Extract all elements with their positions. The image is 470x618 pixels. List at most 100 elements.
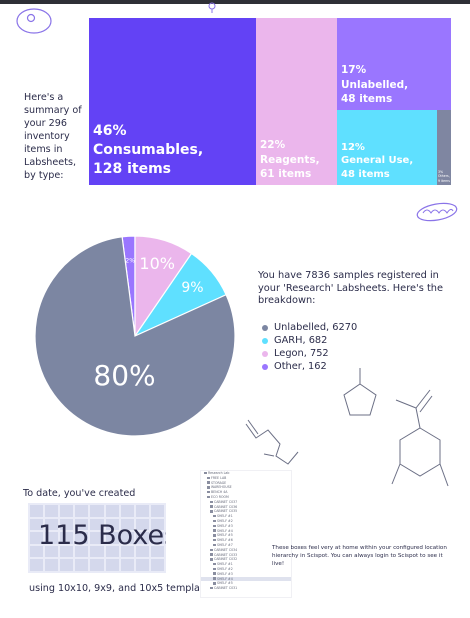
legend-swatch [262,324,268,331]
grid-cell [45,559,59,571]
tree-row-label: SHELF #3 [217,523,233,528]
grid-cell [45,532,59,544]
grid-cell [105,545,119,558]
treemap-tile-reagents: 22% Reagents, 61 items [256,18,337,185]
tree-row[interactable]: SHELF #5 [201,581,291,586]
tree-row[interactable]: SHELF #4 [201,576,291,582]
tree-row[interactable]: WAREHOUSE [201,485,291,490]
tree-row-label: CABINET C037 [214,499,238,504]
tree-row-label: FREE LAB [211,475,227,480]
tree-row-label: SHELF #7 [217,542,233,547]
folder-icon [210,500,213,504]
grid-cell [30,559,44,571]
pie-slice-unlabelled [34,236,236,437]
folder-icon [213,538,216,542]
tree-row[interactable]: BENCH 4A [201,490,291,495]
tree-row-label: SHELF #2 [217,518,233,523]
tree-row[interactable]: Research Lab [201,471,291,476]
tree-row-label: SHELF #5 [217,581,233,586]
tree-row-label: CABINET C033 [214,552,238,557]
pie-intro: You have 7836 samples registered in your… [258,270,444,307]
pie-label-legon: 10% [139,254,175,273]
grid-cell [90,545,104,558]
legend-swatch [262,350,268,357]
tile-name: General Use, [341,155,414,166]
folder-icon [213,514,216,518]
tree-row-label: SHELF #5 [217,533,233,538]
grid-cell [105,518,119,531]
treemap-tile-label: 3% Others, 9 items [438,170,450,183]
tree-row[interactable]: CABINET C033 [201,553,291,558]
tree-row[interactable]: CABINET C037 [201,500,291,505]
grid-cell [90,532,104,544]
tree-row[interactable]: STORAGE [201,481,291,486]
tree-row-label: ECO ROOM [211,494,229,499]
tree-row[interactable]: SHELF #3 [201,524,291,529]
boxes-templates: using 10x10, 9x9, and 10x5 templates [29,583,215,594]
tree-row-label: STORAGE [211,480,227,485]
tree-row[interactable]: SHELF #3 [201,572,291,577]
tree-row-label: CABINET C034 [214,547,238,552]
tree-row-label: CABINET C032 [214,557,238,562]
molecule-doodle-icon [245,368,449,487]
tree-row[interactable]: FREE LAB [201,476,291,481]
treemap-tile-unlabelled: 17% Unlabelled, 48 items [337,18,451,110]
tree-row[interactable]: CABINET C034 [201,548,291,553]
folder-icon [210,558,213,561]
folder-icon [213,562,216,566]
folder-icon [207,490,210,494]
grid-cell [105,505,119,517]
tree-row-label: SHELF #1 [217,562,233,567]
tile-count: 128 items [93,161,172,178]
pie-legend: Unlabelled, 6270 GARH, 682 Legon, 752 Other… [262,321,357,373]
tree-row[interactable]: SHELF #1 [201,514,291,519]
grid-cell [75,545,89,558]
tile-percent: 22% [260,139,286,152]
boxes-intro: To date, you've created [23,488,136,499]
legend-label: Unlabelled, 6270 [274,322,358,333]
tile-name: Consumables, [93,142,204,159]
tree-row[interactable]: SHELF #5 [201,533,291,538]
grid-cell [135,545,149,558]
grid-cell [135,505,149,517]
tree-row[interactable]: SHELF #4 [201,529,291,534]
tree-row[interactable]: SHELF #7 [201,543,291,548]
tree-row-label: CABINET C031 [214,586,238,591]
legend-item-unlabelled: Unlabelled, 6270 [262,321,357,334]
folder-icon [210,510,213,513]
tree-row[interactable]: CABINET C036 [201,505,291,510]
grid-cell [90,559,104,571]
folder-icon [210,553,213,556]
folder-icon [213,529,216,532]
pie-label-other: 2% [125,258,135,265]
folder-icon [210,548,213,551]
legend-swatch [262,363,268,370]
grid-cell [75,559,89,571]
grid-cell [30,545,44,558]
tile-name: Reagents, [260,153,320,166]
tree-row[interactable]: CABINET C032 [201,557,291,562]
grid-cell [135,518,149,531]
tree-row[interactable]: ECO ROOM [201,495,291,500]
tree-row[interactable]: CABINET C035 [201,509,291,514]
grid-cell [75,505,89,517]
tree-row[interactable]: SHELF #6 [201,538,291,543]
folder-icon [210,505,213,508]
folder-icon [207,486,210,489]
grid-cell [120,532,134,544]
tile-count: 61 items [260,167,312,180]
tile-percent: 3% [438,170,444,175]
cell-doodle-icon [16,8,52,34]
treemap-tile-label: 12% General Use, 48 items [341,141,413,182]
tree-row[interactable]: CABINET C031 [201,586,291,591]
legend-label: Other, 162 [274,361,327,372]
tree-row-label: CABINET C035 [214,509,238,514]
grid-cell [30,518,44,531]
tree-row[interactable]: SHELF #1 [201,562,291,567]
treemap-tile-label: 46% Consumables, 128 items [93,122,203,179]
folder-icon [213,524,216,528]
tree-row[interactable]: SHELF #2 [201,567,291,572]
tree-row[interactable]: SHELF #2 [201,519,291,524]
grid-cell [135,559,149,571]
